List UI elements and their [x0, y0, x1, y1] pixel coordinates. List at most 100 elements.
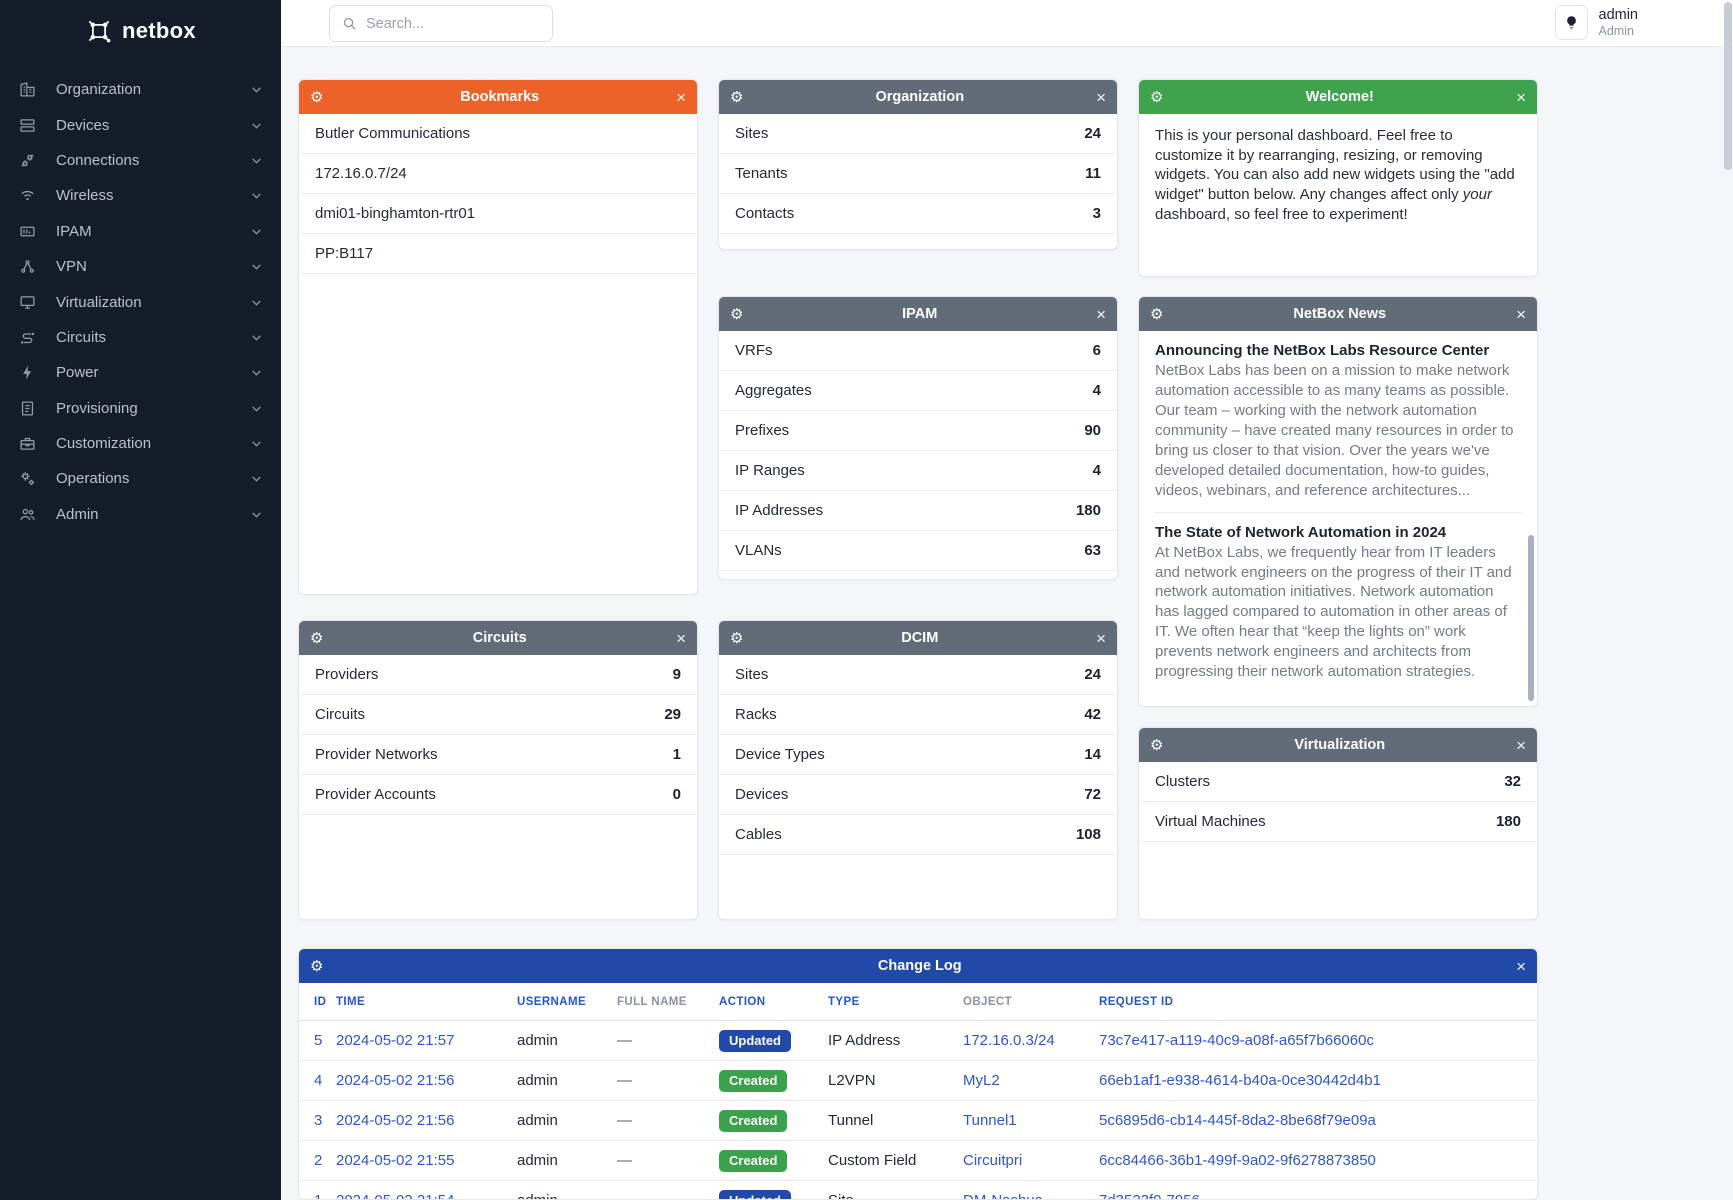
page-scrollbar[interactable] [1724, 0, 1732, 1200]
change-time-link[interactable]: 2024-05-02 21:56 [336, 1072, 455, 1089]
news-article-title[interactable]: Announcing the NetBox Labs Resource Cent… [1155, 342, 1490, 359]
sidebar-item-devices[interactable]: Devices [0, 107, 281, 142]
stat-label[interactable]: VLANs [735, 542, 782, 559]
widget-config-icon[interactable]: ⚙ [310, 957, 324, 975]
sidebar-item-operations[interactable]: Operations [0, 461, 281, 496]
bookmark-item[interactable]: 172.16.0.7/24 [299, 154, 697, 194]
stat-label[interactable]: Clusters [1155, 773, 1211, 790]
change-id-link[interactable]: 2 [314, 1152, 323, 1169]
widget-close-icon[interactable]: × [1516, 87, 1526, 107]
widget-close-icon[interactable]: × [1516, 304, 1526, 324]
change-request-id-link[interactable]: 66eb1af1-e938-4614-b40a-0ce30442d4b1 [1099, 1072, 1381, 1089]
stat-label[interactable]: Circuits [315, 706, 366, 723]
stat-label[interactable]: Providers [315, 666, 379, 683]
column-header-request-id[interactable]: REQUEST ID [1099, 995, 1174, 1008]
widget-dcim: ⚙ DCIM × Sites 24 Racks 42 Device Types 14 … [718, 620, 1118, 920]
change-id-link[interactable]: 5 [314, 1032, 323, 1049]
bookmark-item[interactable]: PP:B117 [299, 234, 697, 274]
chevron-down-icon [250, 331, 263, 344]
stat-label[interactable]: Devices [735, 786, 789, 803]
widget-config-icon[interactable]: ⚙ [730, 629, 744, 647]
change-id-link[interactable]: 3 [314, 1112, 323, 1129]
news-article-title[interactable]: The State of Network Automation in 2024 [1155, 523, 1447, 541]
sidebar-item-virtualization[interactable]: Virtualization [0, 284, 281, 319]
stat-label[interactable]: Device Types [735, 746, 825, 763]
widget-close-icon[interactable]: × [1096, 628, 1106, 648]
page-scrollbar-thumb[interactable] [1724, 2, 1732, 170]
widget-close-icon[interactable]: × [1096, 304, 1106, 324]
column-header-username[interactable]: USERNAME [517, 995, 587, 1008]
widget-config-icon[interactable]: ⚙ [730, 305, 744, 323]
search-input[interactable]: Search... [329, 5, 553, 42]
change-request-id-link[interactable]: 5c6895d6-cb14-445f-8da2-8be68f79e09a [1099, 1112, 1376, 1129]
change-request-id-link[interactable]: 7d3523f9-7956-… [1099, 1192, 1537, 1199]
column-header-action[interactable]: ACTION [719, 995, 766, 1008]
widget-config-icon[interactable]: ⚙ [310, 629, 324, 647]
stat-value: 42 [1084, 706, 1101, 723]
widget-close-icon[interactable]: × [1096, 87, 1106, 107]
stat-label[interactable]: IP Addresses [735, 502, 824, 519]
widget-config-icon[interactable]: ⚙ [1150, 88, 1164, 106]
change-object-link[interactable]: Tunnel1 [963, 1112, 1017, 1129]
user-role: Admin [1598, 23, 1634, 38]
sidebar-item-wireless[interactable]: Wireless [0, 178, 281, 213]
change-id-link[interactable]: 1 [299, 1192, 336, 1199]
change-time-link[interactable]: 2024-05-02 21:57 [336, 1032, 455, 1049]
sidebar-item-circuits[interactable]: Circuits [0, 320, 281, 355]
stat-label[interactable]: Aggregates [735, 382, 812, 399]
stat-label[interactable]: VRFs [735, 342, 773, 359]
widget-close-icon[interactable]: × [676, 87, 686, 107]
stat-label[interactable]: Provider Accounts [315, 786, 436, 803]
sidebar-item-organization[interactable]: Organization [0, 72, 281, 107]
change-request-id-link[interactable]: 73c7e417-a119-40c9-a08f-a65f7b66060c [1099, 1032, 1374, 1049]
change-object-link[interactable]: DM-Nashua [963, 1192, 1099, 1199]
sidebar-item-customization[interactable]: Customization [0, 426, 281, 461]
sidebar-item-vpn[interactable]: VPN [0, 249, 281, 284]
stat-label[interactable]: Cables [735, 826, 782, 843]
widget-close-icon[interactable]: × [676, 628, 686, 648]
change-id-link[interactable]: 4 [314, 1072, 323, 1089]
netbox-logo-text: netbox [122, 18, 196, 43]
change-time-link[interactable]: 2024-05-02 21:54 [336, 1192, 517, 1199]
stat-label[interactable]: Sites [735, 666, 769, 683]
widget-close-icon[interactable]: × [1516, 956, 1526, 976]
stat-value: 24 [1084, 125, 1101, 142]
sidebar-item-admin[interactable]: Admin [0, 497, 281, 532]
news-scrollbar-thumb[interactable] [1528, 535, 1534, 701]
change-object-link[interactable]: MyL2 [963, 1072, 1000, 1089]
stat-label[interactable]: Racks [735, 706, 777, 723]
stat-label[interactable]: Sites [735, 125, 769, 142]
stat-row: IP Addresses 180 [719, 491, 1117, 531]
change-time-link[interactable]: 2024-05-02 21:55 [336, 1152, 455, 1169]
stat-value: 0 [672, 786, 681, 803]
stat-label[interactable]: Prefixes [735, 422, 790, 439]
stat-label[interactable]: Virtual Machines [1155, 813, 1266, 830]
sidebar-item-ipam[interactable]: IPAM [0, 214, 281, 249]
bookmark-item[interactable]: dmi01-binghamton-rtr01 [299, 194, 697, 234]
netbox-logo[interactable]: netbox [0, 0, 281, 50]
sidebar-item-power[interactable]: Power [0, 355, 281, 390]
widget-config-icon[interactable]: ⚙ [1150, 305, 1164, 323]
column-header-type[interactable]: TYPE [828, 995, 860, 1008]
widget-config-icon[interactable]: ⚙ [310, 88, 324, 106]
change-object-link[interactable]: 172.16.0.3/24 [963, 1032, 1055, 1049]
change-time-link[interactable]: 2024-05-02 21:56 [336, 1112, 455, 1129]
user-menu[interactable]: admin Admin [1554, 5, 1638, 40]
widget-close-icon[interactable]: × [1516, 735, 1526, 755]
widget-change-log: ⚙ Change Log × ID TIME USERNAME FULL NAM… [298, 948, 1538, 1200]
sidebar-item-connections[interactable]: Connections [0, 143, 281, 178]
theme-toggle-button[interactable] [1554, 5, 1588, 40]
stat-label[interactable]: Provider Networks [315, 746, 438, 763]
sidebar-item-provisioning[interactable]: Provisioning [0, 391, 281, 426]
stat-label[interactable]: IP Ranges [735, 462, 805, 479]
widget-config-icon[interactable]: ⚙ [1150, 736, 1164, 754]
change-request-id-link[interactable]: 6cc84466-36b1-499f-9a02-9f6278873850 [1099, 1152, 1376, 1169]
widget-config-icon[interactable]: ⚙ [730, 88, 744, 106]
stat-label[interactable]: Tenants [735, 165, 788, 182]
column-header-id[interactable]: ID [314, 995, 327, 1008]
stat-label[interactable]: Contacts [735, 205, 795, 222]
column-header-time[interactable]: TIME [336, 995, 366, 1008]
change-object-link[interactable]: Circuitpri [963, 1152, 1023, 1169]
bookmark-item[interactable]: Butler Communications [299, 114, 697, 154]
